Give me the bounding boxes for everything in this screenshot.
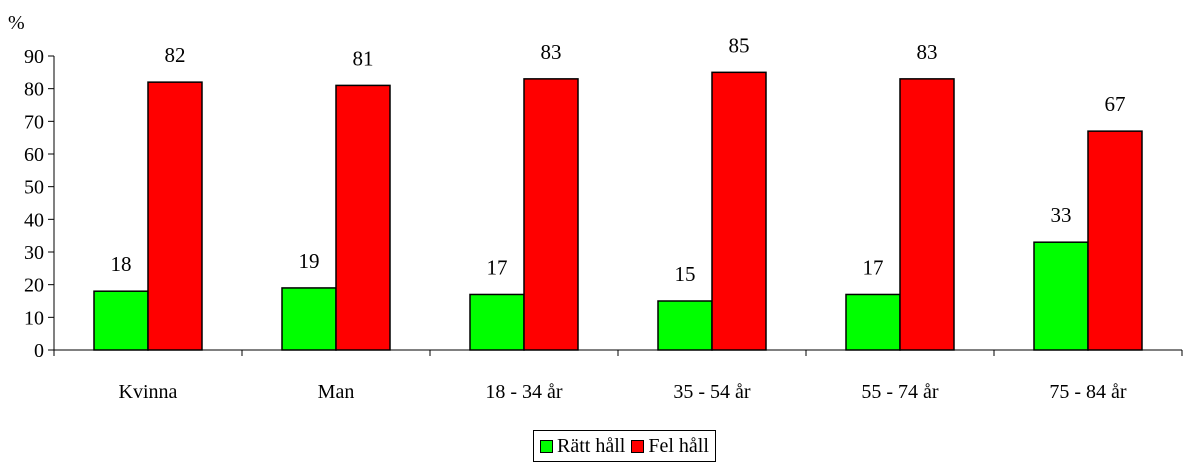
legend: Rätt håll Fel håll bbox=[533, 430, 716, 462]
x-category-label: Kvinna bbox=[119, 381, 178, 403]
bar-ratt-hall bbox=[281, 287, 337, 351]
legend-label-fel-hall: Fel håll bbox=[648, 434, 709, 457]
data-label: 83 bbox=[917, 40, 938, 64]
x-category-label: 75 - 84 år bbox=[1049, 381, 1127, 403]
bars bbox=[93, 71, 1143, 351]
bar-ratt-hall bbox=[469, 293, 525, 351]
y-tick-label: 10 bbox=[24, 307, 44, 329]
bar-ratt-hall bbox=[93, 290, 149, 351]
y-tick-label: 20 bbox=[24, 275, 44, 297]
y-tick-label: 70 bbox=[24, 111, 44, 133]
y-tick-label: 60 bbox=[24, 144, 44, 166]
data-label: 83 bbox=[541, 40, 562, 64]
data-label: 15 bbox=[675, 262, 696, 286]
bar-fel-hall bbox=[899, 78, 955, 351]
y-axis-unit-label: % bbox=[8, 12, 25, 34]
y-tick-label: 0 bbox=[34, 340, 44, 362]
y-tick-label: 50 bbox=[24, 177, 44, 199]
x-category-label: 35 - 54 år bbox=[673, 381, 751, 403]
labels: 18 82 Kvinna 19 81 Man 17 83 18 - 34 år 15 85 35 - … bbox=[111, 33, 1127, 403]
x-category-label: 18 - 34 år bbox=[485, 381, 563, 403]
legend-swatch-ratt-hall bbox=[540, 439, 553, 453]
data-label: 81 bbox=[353, 46, 374, 70]
legend-swatch-fel-hall bbox=[631, 439, 645, 453]
y-tick-label: 90 bbox=[24, 46, 44, 68]
bar-fel-hall bbox=[523, 78, 579, 351]
y-tick-label: 40 bbox=[24, 209, 44, 231]
data-label: 17 bbox=[863, 255, 884, 279]
bar-fel-hall bbox=[711, 71, 767, 351]
data-label: 33 bbox=[1051, 203, 1072, 227]
y-tick-label: 30 bbox=[24, 242, 44, 264]
data-label: 17 bbox=[487, 255, 508, 279]
y-tick-label: 80 bbox=[24, 79, 44, 101]
bar-ratt-hall bbox=[845, 293, 901, 351]
x-category-label: 55 - 74 år bbox=[861, 381, 939, 403]
data-label: 19 bbox=[299, 249, 320, 273]
legend-item-ratt-hall: Rätt håll bbox=[540, 435, 625, 458]
bar-fel-hall bbox=[335, 84, 391, 351]
data-label: 18 bbox=[111, 252, 132, 276]
bar-fel-hall bbox=[147, 81, 203, 351]
axes: 0 10 20 30 40 50 60 70 80 90 bbox=[24, 46, 1183, 362]
data-label: 85 bbox=[729, 33, 750, 57]
legend-item-fel-hall: Fel håll bbox=[631, 435, 709, 458]
bar-ratt-hall bbox=[1033, 241, 1089, 351]
x-category-label: Man bbox=[318, 381, 355, 403]
data-label: 67 bbox=[1105, 92, 1126, 116]
bar-fel-hall bbox=[1087, 130, 1143, 351]
legend-label-ratt-hall: Rätt håll bbox=[557, 434, 626, 457]
bar-ratt-hall bbox=[657, 300, 713, 351]
data-label: 82 bbox=[165, 43, 186, 67]
